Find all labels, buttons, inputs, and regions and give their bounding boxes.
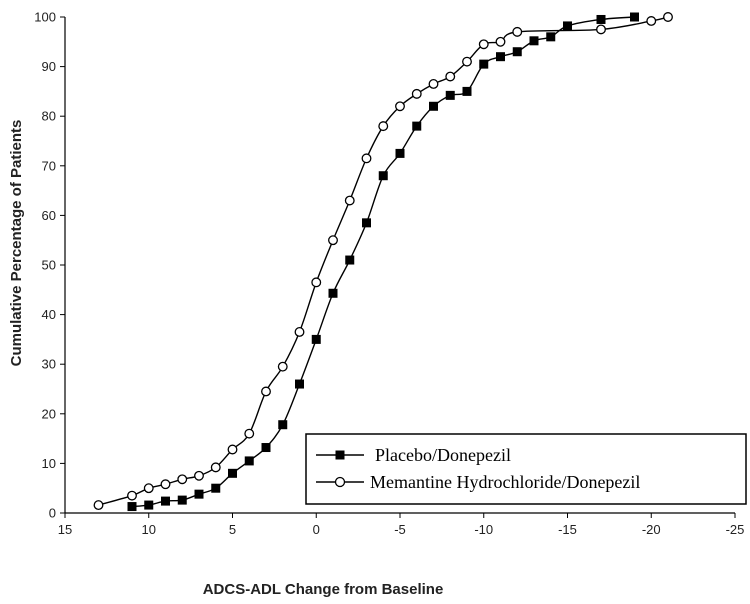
data-point-memantine: [512, 26, 523, 37]
data-point-memantine: [177, 474, 188, 485]
data-point-placebo: [328, 288, 338, 298]
data-point-placebo: [462, 86, 472, 96]
data-point-memantine: [445, 71, 456, 82]
data-point-placebo: [295, 379, 304, 389]
y-tick-label: 30: [42, 357, 56, 372]
y-tick-label: 90: [42, 59, 56, 74]
legend-entry-placebo: Placebo/Donepezil: [316, 445, 511, 465]
y-tick-label: 20: [42, 406, 56, 421]
x-tick-label: 15: [58, 522, 72, 537]
data-point-placebo: [496, 52, 505, 62]
legend-entry-memantine: Memantine Hydrochloride/Donepezil: [316, 472, 640, 492]
y-tick-label: 60: [42, 208, 56, 223]
y-tick-label: 10: [42, 456, 56, 471]
x-tick-label: -10: [474, 522, 493, 537]
data-point-memantine: [646, 16, 657, 26]
data-point-placebo: [512, 47, 522, 57]
data-point-placebo: [395, 148, 405, 158]
data-point-placebo: [429, 101, 438, 111]
data-point-memantine: [194, 470, 204, 481]
data-point-placebo: [177, 495, 187, 505]
data-point-memantine: [462, 56, 472, 67]
data-point-placebo: [546, 32, 556, 42]
data-point-placebo: [378, 171, 388, 181]
data-point-memantine: [495, 36, 506, 47]
data-point-memantine: [210, 462, 221, 473]
data-point-memantine: [378, 121, 389, 132]
data-point-memantine: [596, 24, 606, 35]
data-point-memantine: [395, 101, 405, 112]
data-point-memantine: [361, 153, 372, 164]
series-memantine: [93, 12, 673, 511]
axes: [60, 16, 736, 518]
x-tick-label: -25: [726, 522, 745, 537]
data-point-memantine: [328, 235, 338, 246]
legend-marker-memantine: [334, 476, 346, 488]
x-tick-label: -15: [558, 522, 577, 537]
legend-marker-placebo: [335, 450, 345, 460]
data-point-placebo: [412, 121, 422, 131]
legend: Placebo/Donepezil Memantine Hydrochlorid…: [305, 433, 747, 505]
x-tick-label: 0: [313, 522, 320, 537]
legend-label-placebo: Placebo/Donepezil: [375, 445, 511, 465]
data-point-placebo: [261, 443, 271, 453]
series-placebo: [127, 12, 639, 512]
data-point-placebo: [362, 218, 371, 228]
data-point-placebo: [529, 36, 539, 46]
data-point-memantine: [277, 361, 288, 372]
data-point-placebo: [161, 496, 170, 506]
data-point-memantine: [127, 490, 137, 501]
data-point-memantine: [261, 386, 271, 397]
y-tick-label: 40: [42, 307, 56, 322]
series-layer: [93, 12, 673, 512]
data-point-placebo: [144, 500, 154, 510]
data-point-memantine: [428, 79, 439, 89]
data-point-memantine: [411, 88, 422, 99]
data-point-memantine: [478, 39, 489, 50]
data-point-placebo: [211, 483, 221, 493]
x-axis-title: ADCS-ADL Change from Baseline: [203, 581, 444, 598]
data-point-placebo: [596, 14, 606, 24]
data-point-memantine: [160, 479, 171, 490]
data-point-memantine: [294, 327, 305, 337]
y-tick-label: 0: [49, 506, 56, 521]
data-point-placebo: [445, 90, 455, 100]
y-tick-label: 80: [42, 109, 56, 124]
data-point-placebo: [244, 456, 254, 466]
x-tick-label: 5: [229, 522, 236, 537]
y-tick-label: 100: [34, 10, 56, 25]
data-point-placebo: [311, 334, 321, 344]
y-tick-label: 70: [42, 158, 56, 173]
data-point-placebo: [127, 502, 137, 512]
legend-label-memantine: Memantine Hydrochloride/Donepezil: [370, 472, 640, 492]
series-line-placebo: [131, 16, 635, 508]
x-tick-label: -20: [642, 522, 661, 537]
data-point-placebo: [278, 420, 288, 430]
data-point-placebo: [563, 21, 572, 31]
data-point-placebo: [228, 468, 237, 478]
data-point-memantine: [663, 12, 673, 22]
data-point-memantine: [93, 500, 104, 511]
x-tick-label: 10: [142, 522, 156, 537]
data-point-memantine: [227, 444, 238, 455]
legend-box: [305, 433, 747, 505]
data-point-memantine: [143, 483, 154, 494]
data-point-memantine: [244, 428, 255, 439]
series-line-memantine: [98, 16, 669, 506]
data-point-placebo: [479, 59, 489, 69]
data-point-placebo: [345, 255, 355, 265]
y-tick-label: 50: [42, 258, 56, 273]
data-point-memantine: [311, 277, 322, 288]
data-point-placebo: [630, 12, 639, 22]
data-point-placebo: [194, 489, 204, 499]
y-axis-title: Cumulative Percentage of Patients: [8, 120, 25, 367]
data-point-memantine: [344, 195, 355, 206]
x-tick-label: -5: [394, 522, 406, 537]
